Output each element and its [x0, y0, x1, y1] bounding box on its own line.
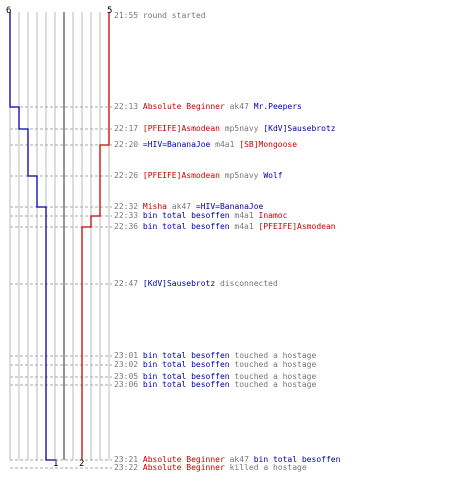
event-action: disconnected — [215, 279, 278, 288]
event-time: 22:20 — [114, 140, 143, 149]
red-team-alive-line — [81, 12, 110, 460]
event-row: 22:36 bin total besoffen m4a1 [PFEIFE]As… — [114, 222, 336, 232]
event-time: 23:02 — [114, 360, 143, 369]
player-name: [PFEIFE]Asmodean — [142, 124, 220, 133]
event-row: 22:20 =HIV=BananaJoe m4a1 [SB]Mongoose — [114, 140, 297, 150]
player-name: bin total besoffen — [142, 360, 230, 369]
event-action: m4a1 — [229, 222, 259, 231]
event-action: mp5navy — [219, 171, 264, 180]
event-time: 22:36 — [114, 222, 143, 231]
player-name: [PFEIFE]Asmodean — [258, 222, 336, 231]
event-action: killed a hostage — [224, 463, 307, 472]
event-time: 21:55 — [114, 11, 143, 20]
blue-team-alive-line — [9, 12, 55, 461]
player-name: [KdV]Sausebrotz — [263, 124, 336, 133]
event-action: touched a hostage — [229, 372, 317, 381]
event-row: 22:32 Misha ak47 =HIV=BananaJoe — [114, 202, 263, 212]
event-action: touched a hostage — [229, 360, 317, 369]
event-row: 22:26 [PFEIFE]Asmodean mp5navy Wolf — [114, 171, 283, 181]
event-row: 21:55 round started — [114, 11, 206, 21]
blue-team-start-count: 6 — [6, 6, 12, 16]
event-time: 22:47 — [114, 279, 143, 288]
player-name: Mr.Peepers — [253, 102, 302, 111]
event-action: touched a hostage — [229, 380, 317, 389]
event-time: 22:26 — [114, 171, 143, 180]
player-name: Absolute Beginner — [142, 463, 225, 472]
player-name: =HIV=BananaJoe — [195, 202, 264, 211]
event-guide-lines — [10, 106, 112, 469]
event-row: 22:17 [PFEIFE]Asmodean mp5navy [KdV]Saus… — [114, 124, 336, 134]
player-name: bin total besoffen — [253, 455, 341, 464]
red-team-end-count: 2 — [79, 459, 85, 469]
event-row: 23:02 bin total besoffen touched a hosta… — [114, 360, 316, 370]
red-team-start-count: 5 — [107, 6, 113, 16]
event-time: 23:06 — [114, 380, 143, 389]
player-name: Wolf — [263, 171, 283, 180]
event-action: round started — [142, 11, 206, 20]
event-row: 23:05 bin total besoffen touched a hosta… — [114, 372, 316, 382]
event-action: ak47 — [224, 455, 254, 464]
event-time: 23:21 — [114, 455, 143, 464]
player-name: bin total besoffen — [142, 351, 230, 360]
player-name: Inamoc — [258, 211, 288, 220]
event-row: 23:21 Absolute Beginner ak47 bin total b… — [114, 455, 340, 465]
alive-grid — [9, 12, 110, 460]
player-name: Absolute Beginner — [142, 455, 225, 464]
event-time: 23:05 — [114, 372, 143, 381]
player-name: Misha — [142, 202, 167, 211]
event-action: m4a1 — [229, 211, 259, 220]
event-row: 23:06 bin total besoffen touched a hosta… — [114, 380, 316, 390]
event-time: 22:13 — [114, 102, 143, 111]
player-name: Absolute Beginner — [142, 102, 225, 111]
event-time: 22:32 — [114, 202, 143, 211]
player-name: bin total besoffen — [142, 380, 230, 389]
player-name: bin total besoffen — [142, 222, 230, 231]
player-name: [PFEIFE]Asmodean — [142, 171, 220, 180]
event-action: ak47 — [224, 102, 254, 111]
player-name: [KdV]Sausebrotz — [142, 279, 216, 288]
event-time: 22:33 — [114, 211, 143, 220]
event-action: m4a1 — [210, 140, 240, 149]
event-action: mp5navy — [219, 124, 264, 133]
event-row: 22:33 bin total besoffen m4a1 Inamoc — [114, 211, 287, 221]
event-time: 23:01 — [114, 351, 143, 360]
event-time: 22:17 — [114, 124, 143, 133]
player-name: bin total besoffen — [142, 211, 230, 220]
player-name: [SB]Mongoose — [239, 140, 298, 149]
blue-team-end-count: 1 — [53, 459, 59, 469]
event-time: 23:22 — [114, 463, 143, 472]
event-row: 22:13 Absolute Beginner ak47 Mr.Peepers — [114, 102, 302, 112]
player-name: bin total besoffen — [142, 372, 230, 381]
event-row: 23:01 bin total besoffen touched a hosta… — [114, 351, 316, 361]
event-action: ak47 — [167, 202, 196, 211]
player-name: =HIV=BananaJoe — [142, 140, 211, 149]
event-row: 22:47 [KdV]Sausebrotz disconnected — [114, 279, 278, 289]
event-action: touched a hostage — [229, 351, 317, 360]
event-row: 23:22 Absolute Beginner killed a hostage — [114, 463, 307, 473]
